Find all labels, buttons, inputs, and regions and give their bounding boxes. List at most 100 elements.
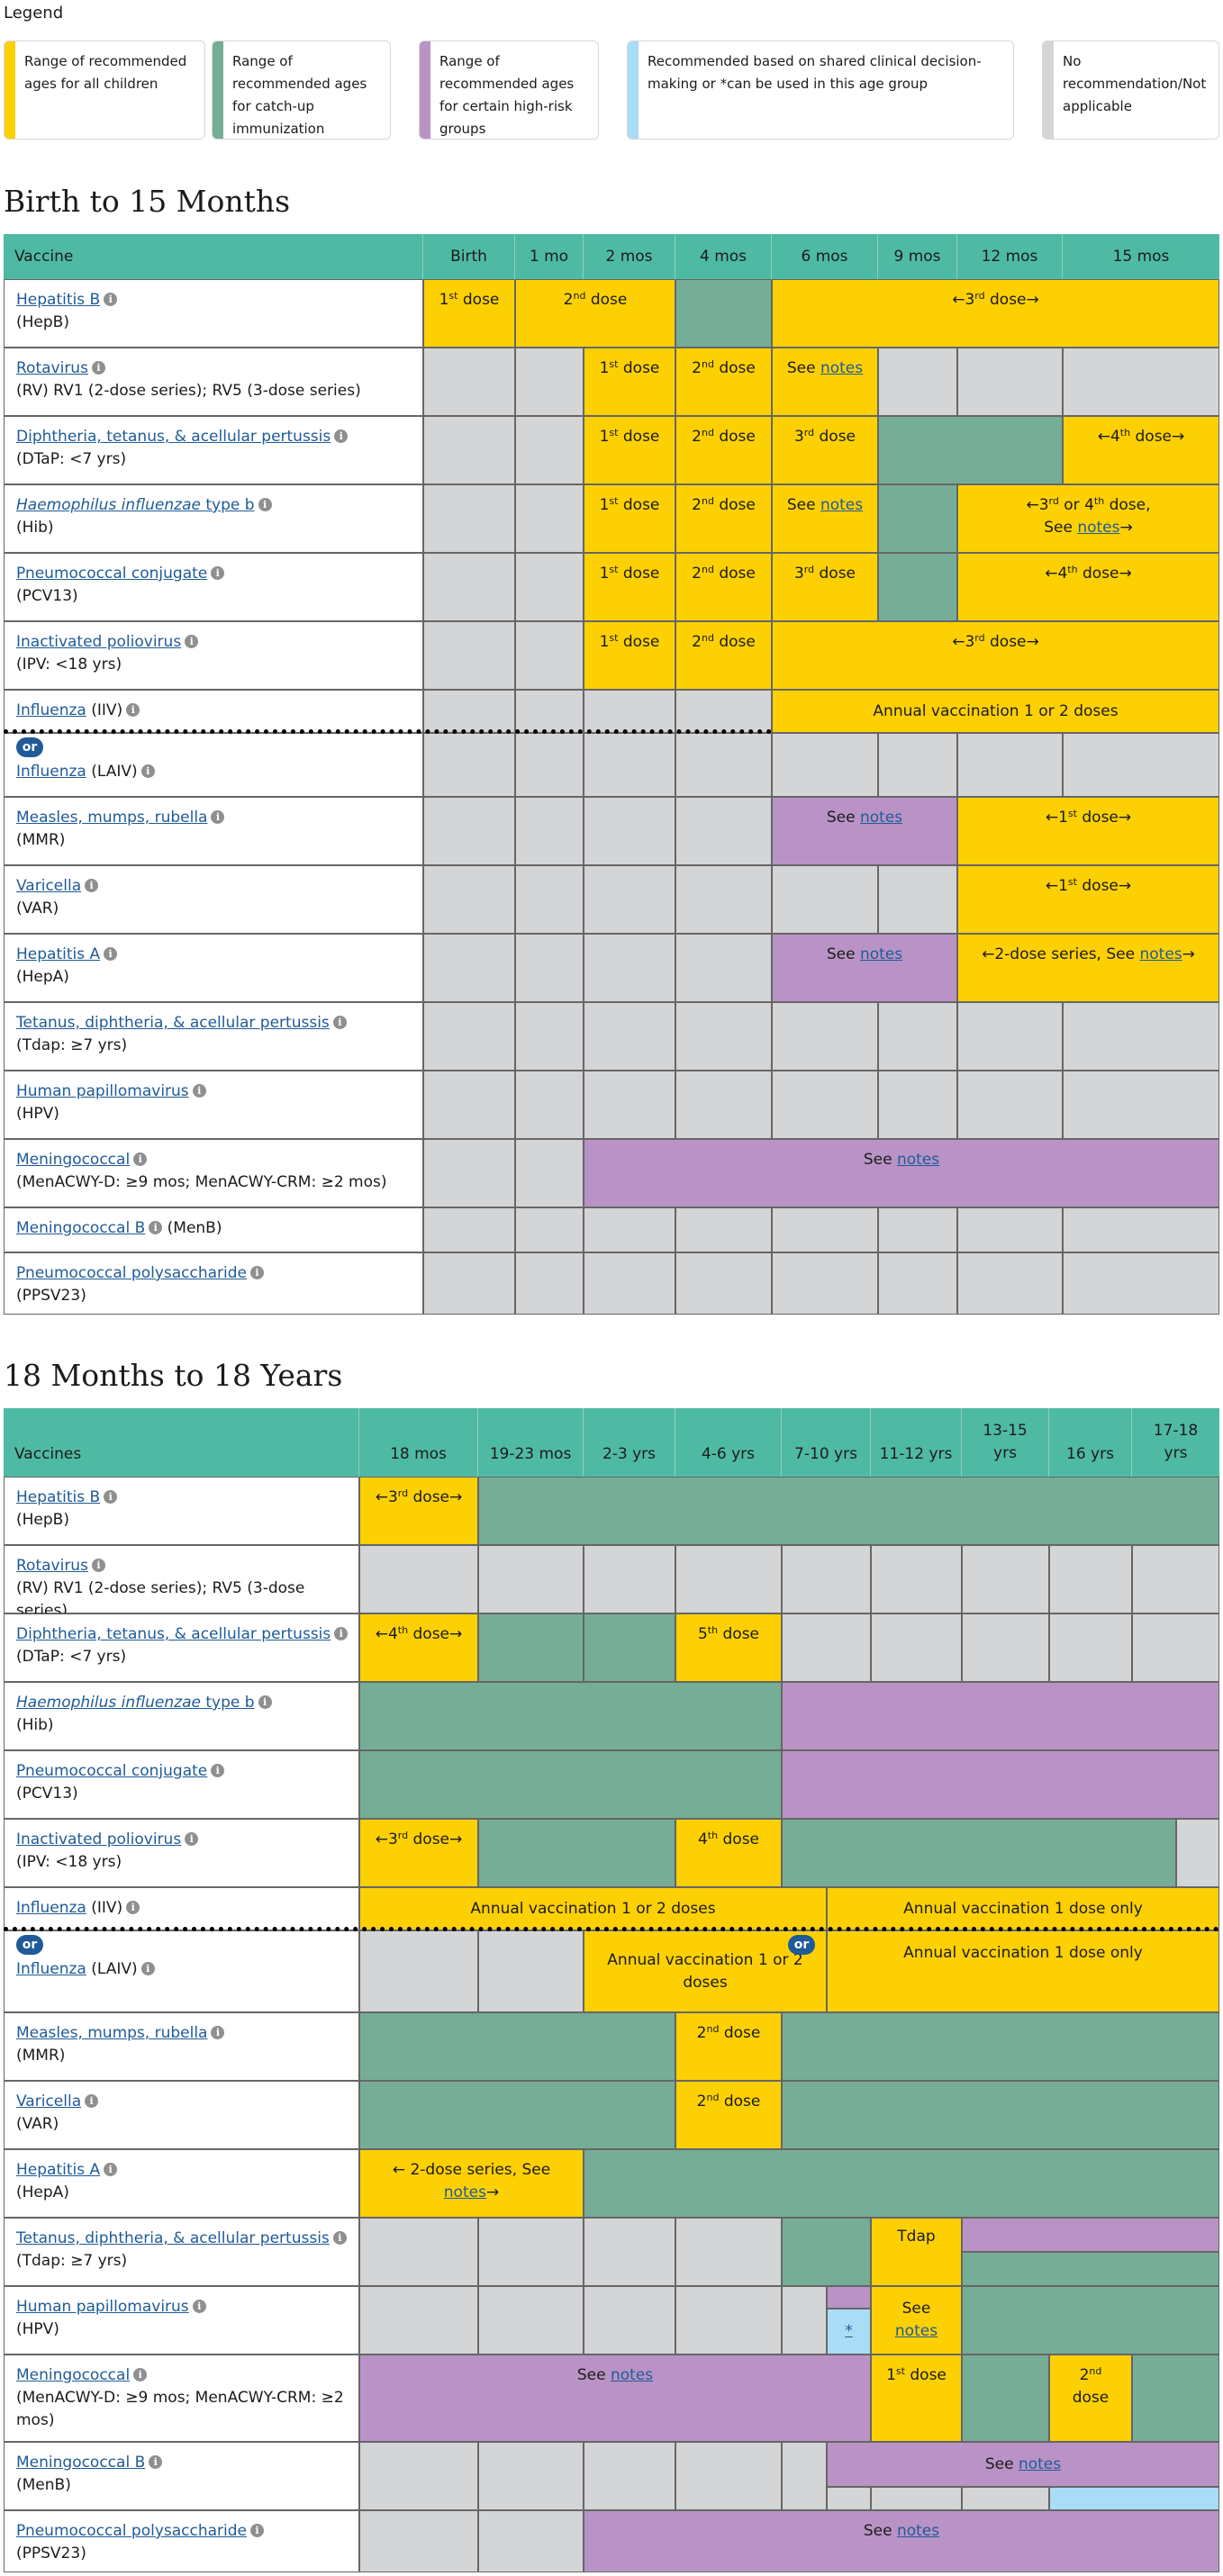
vaccine-link-dtap[interactable]: Diphtheria, tetanus, & acellular pertuss… bbox=[16, 428, 331, 446]
vaccine-link-iiv[interactable]: Influenza bbox=[16, 701, 86, 719]
info-icon[interactable]: i bbox=[104, 293, 118, 306]
info-icon[interactable]: i bbox=[91, 1559, 105, 1572]
vaccine-link-hpv[interactable]: Human papillomavirus bbox=[16, 1082, 189, 1100]
vaccine-link-hib[interactable]: Haemophilus influenzae type b bbox=[16, 1694, 255, 1712]
na-cell bbox=[772, 1071, 878, 1139]
na-cell bbox=[772, 1207, 878, 1252]
vaccine-link-hepa[interactable]: Hepatitis A bbox=[16, 2161, 101, 2179]
info-icon[interactable]: i bbox=[104, 2163, 118, 2176]
vaccine-link-hepb[interactable]: Hepatitis B bbox=[16, 1488, 101, 1506]
info-icon[interactable]: i bbox=[126, 1901, 140, 1914]
vaccine-link-rotavirus[interactable]: Rotavirus bbox=[16, 1557, 88, 1575]
notes-link[interactable]: notes bbox=[896, 1151, 940, 1169]
vaccine-link-ipv[interactable]: Inactivated poliovirus bbox=[16, 633, 182, 651]
vaccine-link-varicella[interactable]: Varicella bbox=[16, 877, 82, 895]
info-icon[interactable]: i bbox=[133, 2368, 148, 2382]
vaccine-label-ipv: Inactivated poliovirus i (IPV: <18 yrs) bbox=[4, 1819, 359, 1887]
vaccine-label-tdap: Tetanus, diphtheria, & acellular pertuss… bbox=[4, 1002, 423, 1071]
notes-link[interactable]: notes bbox=[610, 2366, 654, 2384]
notes-link[interactable]: notes bbox=[820, 359, 864, 377]
vaccine-link-mmr[interactable]: Measles, mumps, rubella bbox=[16, 809, 208, 827]
vaccine-link-iiv[interactable]: Influenza bbox=[16, 1899, 86, 1917]
notes-link[interactable]: notes bbox=[859, 809, 903, 827]
vaccine-link-tdap[interactable]: Tetanus, diphtheria, & acellular pertuss… bbox=[16, 2229, 330, 2247]
info-icon[interactable]: i bbox=[192, 2300, 206, 2313]
notes-link[interactable]: notes bbox=[1077, 519, 1120, 537]
notes-link[interactable]: notes bbox=[1018, 2454, 1062, 2473]
vaccine-link-menb[interactable]: Meningococcal B bbox=[16, 2454, 146, 2472]
info-icon[interactable]: i bbox=[185, 635, 199, 648]
vaccine-abbr: (PPSV23) bbox=[16, 2544, 86, 2562]
info-icon[interactable]: i bbox=[149, 2455, 163, 2469]
info-icon[interactable]: i bbox=[85, 2094, 99, 2108]
info-icon[interactable]: i bbox=[140, 764, 155, 778]
vaccine-link-ppsv[interactable]: Pneumococcal polysaccharide bbox=[16, 2522, 248, 2540]
vaccine-link-dtap[interactable]: Diphtheria, tetanus, & acellular pertuss… bbox=[16, 1625, 331, 1643]
vaccine-link-mmr[interactable]: Measles, mumps, rubella bbox=[16, 2024, 208, 2042]
notes-link[interactable]: notes bbox=[820, 496, 864, 514]
notes-link[interactable]: notes bbox=[896, 2522, 940, 2540]
vaccine-link-hepa[interactable]: Hepatitis A bbox=[16, 945, 101, 963]
vaccine-link-ppsv[interactable]: Pneumococcal polysaccharide bbox=[16, 1264, 248, 1282]
vaccine-link-menb[interactable]: Meningococcal B bbox=[16, 1219, 146, 1237]
vaccine-link-laiv[interactable]: Influenza bbox=[16, 1960, 86, 1978]
info-icon[interactable]: i bbox=[211, 810, 225, 824]
vaccine-link-pcv[interactable]: Pneumococcal conjugate bbox=[16, 1762, 208, 1780]
info-icon[interactable]: i bbox=[250, 1266, 265, 1279]
info-icon[interactable]: i bbox=[258, 498, 272, 511]
info-icon[interactable]: i bbox=[104, 1490, 118, 1504]
na-cell bbox=[957, 733, 1063, 797]
info-icon[interactable]: i bbox=[192, 1084, 206, 1098]
vaccine-link-tdap[interactable]: Tetanus, diphtheria, & acellular pertuss… bbox=[16, 1014, 330, 1032]
dose-cell: 2nd dose bbox=[675, 621, 772, 690]
high-risk-cell: See notes bbox=[827, 2442, 1219, 2487]
vaccine-link-pcv[interactable]: Pneumococcal conjugate bbox=[16, 565, 208, 583]
high-risk-cell: See notes bbox=[584, 1139, 1219, 1207]
notes-link[interactable]: notes bbox=[859, 945, 903, 963]
asterisk-note-link[interactable]: * bbox=[845, 2322, 853, 2340]
dose-cell: 4th dose bbox=[675, 1819, 782, 1887]
header-col: 13-15 yrs bbox=[962, 1408, 1049, 1477]
info-icon[interactable]: i bbox=[334, 429, 349, 443]
vaccine-label-menacwy: Meningococcal i (MenACWY-D: ≥9 mos; MenACW… bbox=[4, 1139, 423, 1207]
na-cell bbox=[827, 2487, 871, 2510]
info-icon[interactable]: i bbox=[334, 1627, 349, 1641]
vaccine-link-varicella[interactable]: Varicella bbox=[16, 2092, 82, 2111]
notes-link[interactable]: notes bbox=[443, 2183, 486, 2201]
info-icon[interactable]: i bbox=[85, 879, 99, 892]
header-vaccines: Vaccines bbox=[4, 1408, 359, 1477]
vaccine-link-rotavirus[interactable]: Rotavirus bbox=[16, 359, 88, 377]
vaccine-link-menacwy[interactable]: Meningococcal bbox=[16, 1151, 131, 1169]
info-icon[interactable]: i bbox=[91, 361, 105, 375]
info-icon[interactable]: i bbox=[332, 1016, 347, 1029]
info-icon[interactable]: i bbox=[250, 2524, 265, 2537]
info-icon[interactable]: i bbox=[126, 703, 140, 717]
vaccine-link-menacwy[interactable]: Meningococcal bbox=[16, 2366, 131, 2384]
vaccine-link-hib[interactable]: Haemophilus influenzae type b bbox=[16, 496, 255, 514]
info-icon[interactable]: i bbox=[211, 2026, 225, 2039]
info-icon[interactable]: i bbox=[211, 566, 225, 580]
vaccine-link-hpv[interactable]: Human papillomavirus bbox=[16, 2298, 189, 2316]
info-icon[interactable]: i bbox=[133, 1152, 148, 1166]
info-icon[interactable]: i bbox=[185, 1832, 199, 1846]
vaccine-link-ipv[interactable]: Inactivated poliovirus bbox=[16, 1830, 182, 1848]
vaccine-link-laiv[interactable]: Influenza bbox=[16, 763, 86, 781]
vaccine-link-hepb[interactable]: Hepatitis B bbox=[16, 291, 101, 309]
dose-cell: ← 2-dose series, See notes→ bbox=[359, 2149, 584, 2218]
notes-link[interactable]: notes bbox=[1139, 945, 1182, 963]
info-icon[interactable]: i bbox=[332, 2231, 347, 2245]
vaccine-label-ipv: Inactivated poliovirus i (IPV: <18 yrs) bbox=[4, 621, 423, 690]
info-icon[interactable]: i bbox=[258, 1695, 272, 1709]
legend-swatch-blue bbox=[628, 41, 639, 139]
influenza-divider bbox=[4, 729, 772, 734]
dose-cell: 2nd dose bbox=[675, 2081, 782, 2149]
info-icon[interactable]: i bbox=[104, 947, 118, 961]
notes-link[interactable]: notes bbox=[894, 2322, 938, 2340]
info-icon[interactable]: i bbox=[211, 1764, 225, 1777]
vaccine-abbr: (PCV13) bbox=[16, 1785, 78, 1803]
dose-cell: 2nd dose bbox=[1049, 2355, 1132, 2442]
catch-up-cell bbox=[584, 2149, 1219, 2218]
info-icon[interactable]: i bbox=[140, 1962, 155, 1975]
catch-up-cell bbox=[359, 2012, 675, 2081]
info-icon[interactable]: i bbox=[149, 1221, 163, 1234]
